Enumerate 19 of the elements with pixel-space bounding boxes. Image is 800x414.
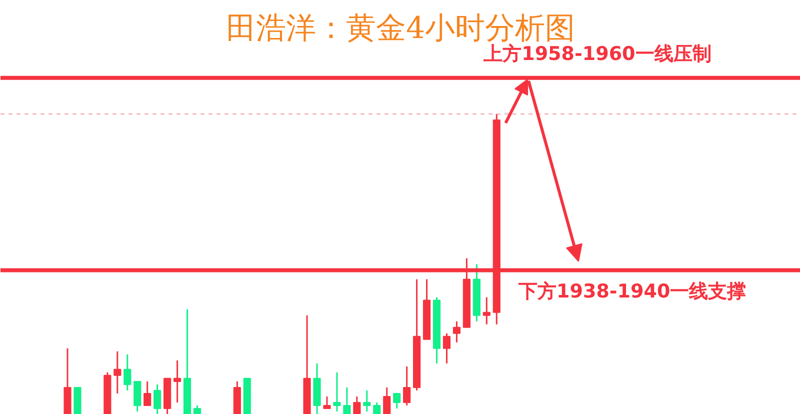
candlestick [452,320,461,344]
legend-label: 下方1938-1940一线支撑 [518,280,746,302]
candlestick [114,350,122,394]
candlestick [333,372,341,412]
candlestick [144,380,152,406]
candlestick [363,390,371,412]
candlestick [373,402,381,414]
candlestick [323,396,331,410]
candlestick [154,384,162,414]
candlestick [442,332,451,364]
candlestick [403,366,411,406]
candlestick [393,392,401,410]
candlestick [173,360,182,404]
candlestick [353,396,361,414]
candlestick [482,296,490,326]
candlestick [343,386,351,414]
candlestick [383,386,391,414]
ref-line-label: 上方1958-1960一线压制 [482,42,712,65]
candlestick [124,354,132,392]
